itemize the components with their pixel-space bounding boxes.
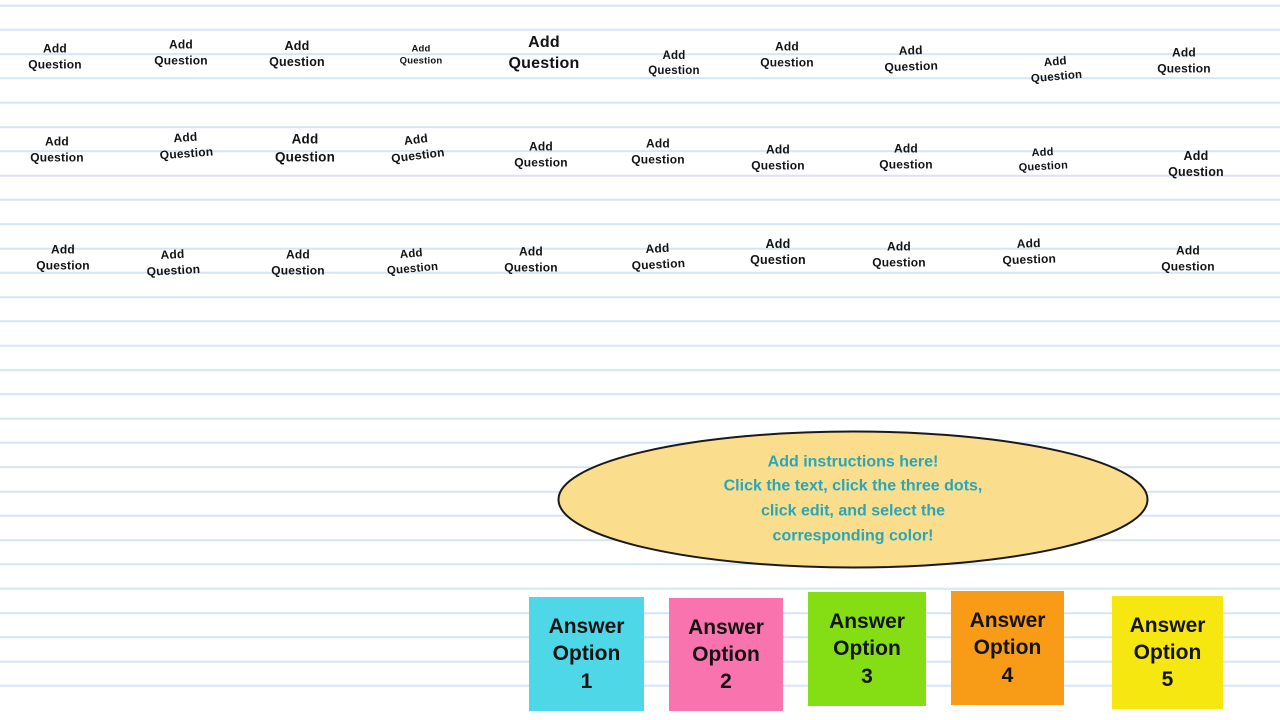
add-question-text[interactable]: Add Question [1002,235,1057,267]
add-question-text[interactable]: Add Question [1168,148,1224,179]
add-question-text[interactable]: Add Question [760,39,814,69]
instructions-ellipse[interactable]: Add instructions here! Click the text, c… [557,430,1149,569]
add-question-text[interactable]: Add Question [750,236,806,267]
answer-option-box-4[interactable]: Answer Option 4 [951,591,1064,705]
add-question-text[interactable]: Add Question [399,43,443,67]
add-question-text[interactable]: Add Question [631,240,686,273]
answer-option-box-1[interactable]: Answer Option 1 [529,597,644,711]
instructions-line: Add instructions here! [767,452,939,470]
add-question-text[interactable]: Add Question [514,139,568,169]
add-question-text[interactable]: Add Question [504,244,558,274]
add-question-text[interactable]: Add Question [390,131,446,166]
add-question-text[interactable]: Add Question [648,50,700,77]
add-question-text[interactable]: Add Question [146,246,201,279]
add-question-text[interactable]: Add Question [274,131,336,164]
add-question-text[interactable]: Add Question [1018,146,1069,175]
add-question-text[interactable]: Add Question [884,42,939,74]
instructions-line: click edit, and select the [760,502,946,520]
add-question-text[interactable]: Add Question [386,247,439,278]
answer-option-box-2[interactable]: Answer Option 2 [669,598,783,711]
answer-option-box-5[interactable]: Answer Option 5 [1112,596,1223,709]
add-question-text[interactable]: Add Question [36,242,90,272]
add-question-text[interactable]: Add Question [28,41,82,71]
add-question-text[interactable]: Add Question [751,142,805,172]
add-question-text[interactable]: Add Question [508,34,580,72]
answer-option-box-3[interactable]: Answer Option 3 [808,592,926,706]
add-question-text[interactable]: Add Question [1161,243,1215,273]
add-question-text[interactable]: Add Question [159,129,214,162]
instructions-line: corresponding color! [772,527,934,545]
add-question-text[interactable]: Add Question [30,134,84,164]
add-question-text[interactable]: Add Question [872,239,926,269]
add-question-text[interactable]: Add Question [1157,45,1211,75]
instructions-text[interactable]: Add instructions here! Click the text, c… [613,450,1093,549]
add-question-text[interactable]: Add Question [154,37,208,67]
ellipse-shape [557,430,1149,569]
add-question-text[interactable]: Add Question [269,38,325,69]
add-question-text[interactable]: Add Question [879,141,933,171]
add-question-text[interactable]: Add Question [271,247,325,277]
add-question-text[interactable]: Add Question [1030,55,1083,86]
add-question-text[interactable]: Add Question [631,136,685,166]
instructions-line: Click the text, click the three dots, [723,477,983,495]
